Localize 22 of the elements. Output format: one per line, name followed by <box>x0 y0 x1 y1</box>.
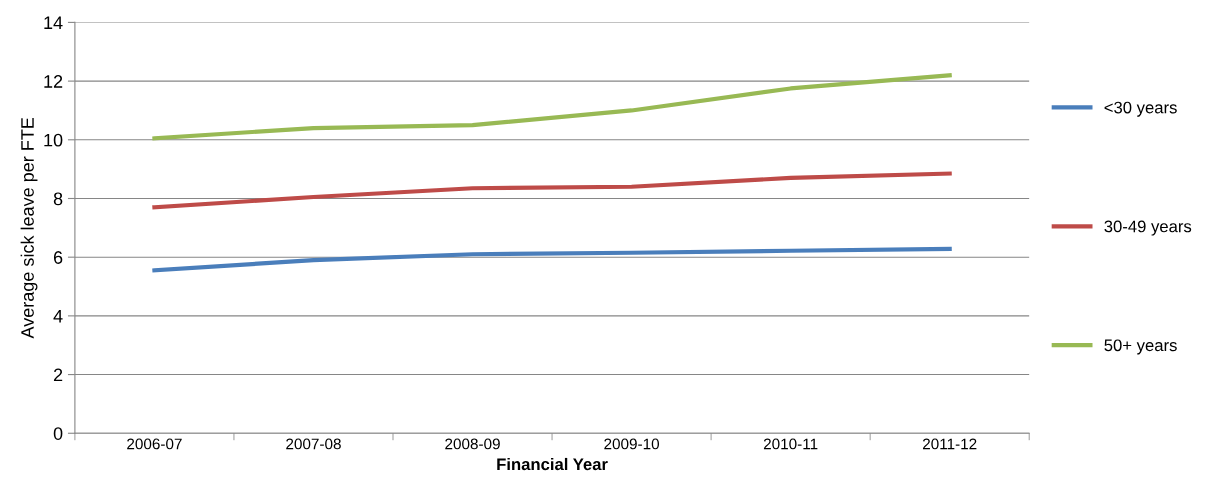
legend-label: <30 years <box>1104 101 1177 117</box>
x-tick-label: 2008-09 <box>445 438 500 450</box>
y-tick-label: 4 <box>53 309 63 323</box>
x-tick-label: 2006-07 <box>127 438 182 450</box>
y-tick-label: 6 <box>53 251 63 264</box>
line-series <box>152 246 952 273</box>
legend-label: 30-49 years <box>1104 220 1192 236</box>
line-series <box>152 73 952 141</box>
y-tick-label: 0 <box>53 427 63 440</box>
x-tick-label: 2010-11 <box>763 438 818 450</box>
y-tick-label: 2 <box>53 368 63 382</box>
y-tick-label: 12 <box>44 75 63 88</box>
y-tick-label: 10 <box>44 133 63 147</box>
x-tick-label: 2009-10 <box>604 438 660 450</box>
y-tick-label: 14 <box>44 16 63 29</box>
x-tick-label: 2007-08 <box>286 438 341 450</box>
line-series <box>152 171 952 210</box>
y-axis-title: Average sick leave per FTE <box>20 117 38 339</box>
x-tick-label: 2011-12 <box>922 438 977 450</box>
y-tick-label: 8 <box>53 192 63 206</box>
legend-label: 50+ years <box>1104 339 1177 355</box>
x-axis-title: Financial Year <box>497 457 608 471</box>
